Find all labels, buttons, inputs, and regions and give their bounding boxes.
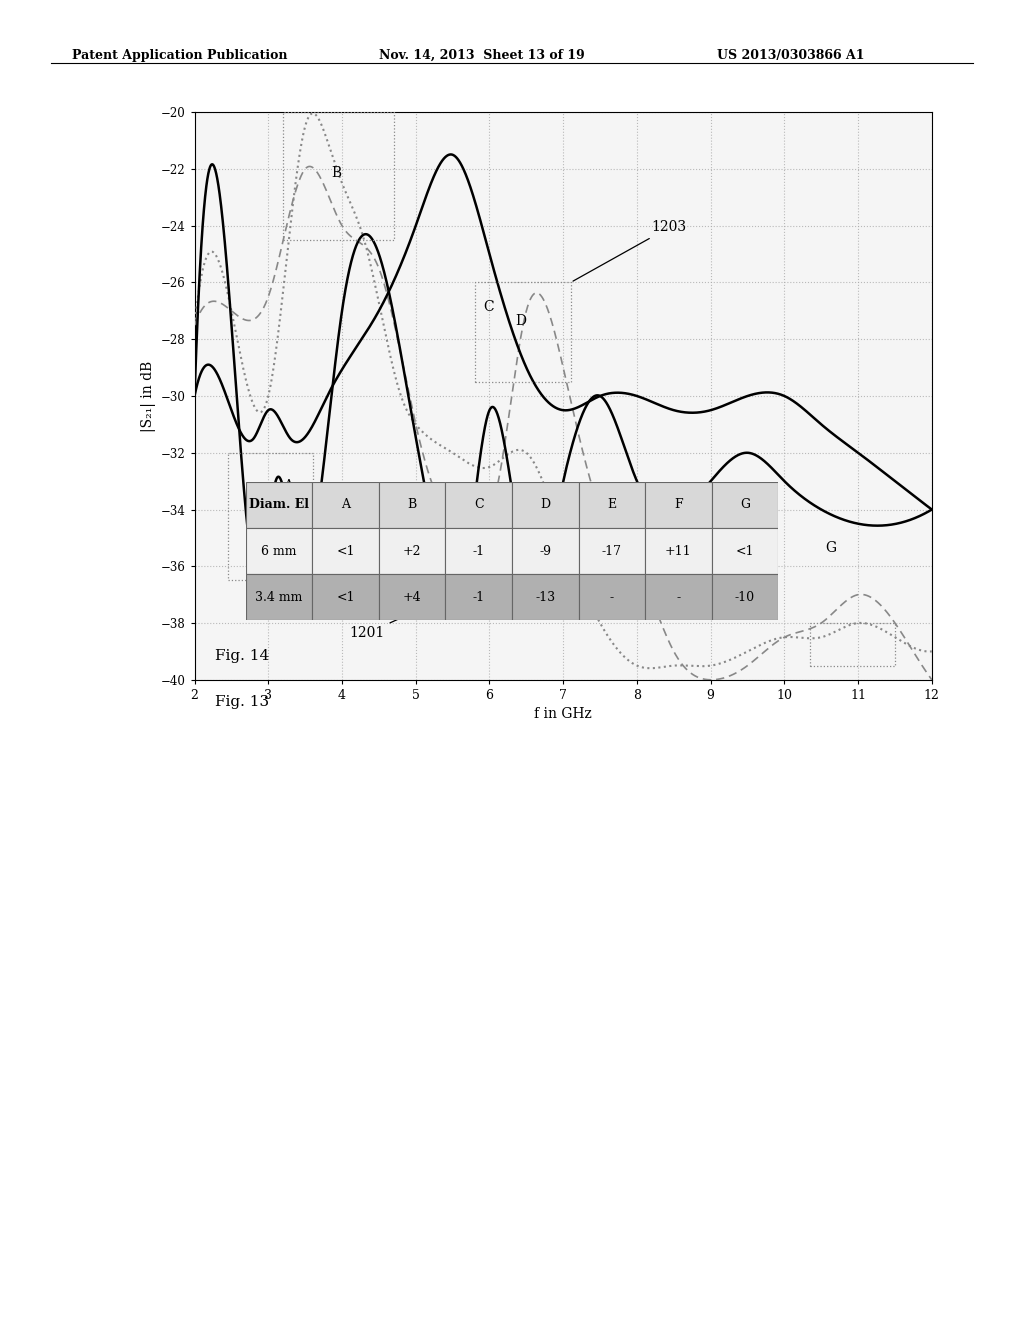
Bar bbox=[645, 574, 712, 620]
Text: -1: -1 bbox=[473, 545, 484, 557]
Text: -17: -17 bbox=[602, 545, 622, 557]
Text: -10: -10 bbox=[735, 591, 755, 603]
Bar bbox=[512, 528, 579, 574]
Bar bbox=[246, 574, 312, 620]
Bar bbox=[645, 482, 712, 528]
Bar bbox=[712, 482, 778, 528]
Bar bbox=[810, 623, 895, 665]
Bar bbox=[246, 482, 312, 528]
X-axis label: f in GHz: f in GHz bbox=[535, 708, 592, 722]
Text: Diam. El: Diam. El bbox=[249, 499, 309, 511]
Text: C: C bbox=[483, 300, 495, 314]
Bar bbox=[512, 482, 579, 528]
Bar bbox=[512, 574, 579, 620]
Text: -1: -1 bbox=[473, 591, 484, 603]
Bar bbox=[312, 528, 379, 574]
Text: D: D bbox=[541, 499, 550, 511]
Bar bbox=[579, 482, 645, 528]
Text: <1: <1 bbox=[735, 545, 755, 557]
Text: Fig. 13: Fig. 13 bbox=[215, 696, 269, 709]
Text: 1201: 1201 bbox=[349, 595, 451, 640]
Bar bbox=[227, 453, 312, 581]
Bar bbox=[579, 574, 645, 620]
Bar bbox=[645, 528, 712, 574]
Bar bbox=[312, 482, 379, 528]
Text: US 2013/0303866 A1: US 2013/0303866 A1 bbox=[717, 49, 864, 62]
Text: B: B bbox=[331, 166, 341, 181]
Text: A: A bbox=[283, 479, 293, 492]
Text: A: A bbox=[341, 499, 350, 511]
Bar bbox=[445, 574, 512, 620]
Bar bbox=[712, 574, 778, 620]
Bar bbox=[651, 510, 733, 544]
Text: -: - bbox=[609, 591, 614, 603]
Bar bbox=[475, 282, 570, 381]
Text: +4: +4 bbox=[402, 591, 422, 603]
Bar bbox=[445, 528, 512, 574]
Text: +11: +11 bbox=[665, 545, 692, 557]
Text: E: E bbox=[607, 499, 616, 511]
Bar bbox=[312, 574, 379, 620]
Bar bbox=[379, 528, 445, 574]
Text: G: G bbox=[825, 541, 836, 556]
Text: D: D bbox=[515, 314, 526, 329]
Text: Patent Application Publication: Patent Application Publication bbox=[72, 49, 287, 62]
Text: B: B bbox=[408, 499, 417, 511]
Bar bbox=[379, 482, 445, 528]
Text: C: C bbox=[474, 499, 483, 511]
Bar bbox=[379, 574, 445, 620]
Text: Nov. 14, 2013  Sheet 13 of 19: Nov. 14, 2013 Sheet 13 of 19 bbox=[379, 49, 585, 62]
Text: F: F bbox=[674, 499, 683, 511]
Text: Fig. 14: Fig. 14 bbox=[215, 649, 269, 663]
Text: <1: <1 bbox=[336, 591, 355, 603]
Bar bbox=[579, 528, 645, 574]
Text: <1: <1 bbox=[336, 545, 355, 557]
Text: -: - bbox=[676, 591, 681, 603]
Text: G: G bbox=[740, 499, 750, 511]
Y-axis label: |S₂₁| in dB: |S₂₁| in dB bbox=[141, 360, 157, 432]
Text: +2: +2 bbox=[402, 545, 422, 557]
Text: 3.4 mm: 3.4 mm bbox=[255, 591, 303, 603]
Bar bbox=[445, 482, 512, 528]
Bar bbox=[246, 528, 312, 574]
Text: -13: -13 bbox=[536, 591, 555, 603]
Text: -9: -9 bbox=[540, 545, 551, 557]
Text: 6 mm: 6 mm bbox=[261, 545, 297, 557]
Bar bbox=[712, 528, 778, 574]
Text: E, F: E, F bbox=[663, 484, 691, 499]
Bar bbox=[283, 112, 393, 240]
Text: 1203: 1203 bbox=[573, 220, 687, 281]
